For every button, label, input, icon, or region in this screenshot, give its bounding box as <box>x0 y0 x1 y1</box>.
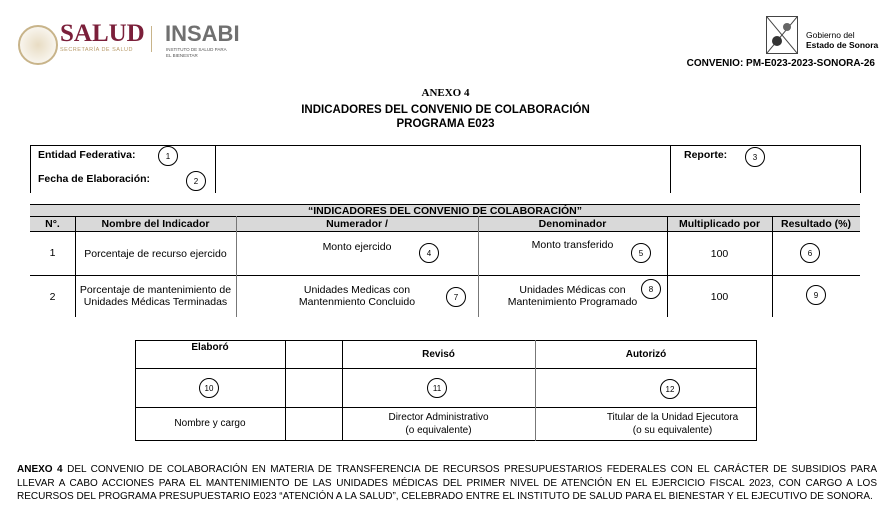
col-header-nombre: Nombre del Indicador <box>101 218 210 230</box>
marker-1: 1 <box>158 146 178 166</box>
marker-10: 10 <box>199 378 219 398</box>
logo-divider <box>151 26 152 52</box>
salud-subtitle: SECRETARÍA DE SALUD <box>60 47 133 53</box>
convenio-number: CONVENIO: PM-E023-2023-SONORA-26 <box>686 58 875 69</box>
entidad-label: Entidad Federativa: <box>38 149 136 161</box>
marker-6: 6 <box>800 243 820 263</box>
marker-4: 4 <box>419 243 439 263</box>
sonora-seal-icon <box>766 16 798 54</box>
indicator-name: Porcentaje de mantenimiento de <box>79 284 232 296</box>
divider <box>670 145 671 193</box>
divider <box>30 216 860 217</box>
multiplier: 100 <box>710 248 729 260</box>
divider <box>535 340 536 441</box>
marker-7: 7 <box>446 287 466 307</box>
autorizo-role-2: (o su equivalente) <box>632 425 713 436</box>
anexo-title: ANEXO 4 <box>421 87 470 99</box>
col-header-denominador: Denominador <box>538 218 607 230</box>
footer-text: DEL CONVENIO DE COLABORACIÓN EN MATERIA … <box>17 464 877 502</box>
fecha-label: Fecha de Elaboración: <box>38 173 151 185</box>
divider <box>30 231 860 232</box>
reviso-role: Director Administrativo <box>388 412 489 423</box>
autorizo-role: Titular de la Unidad Ejecutora <box>606 412 739 423</box>
marker-5: 5 <box>631 243 651 263</box>
elaboro-header: Elaboró <box>191 342 229 353</box>
multiplier: 100 <box>710 291 729 303</box>
denominator: Monto transferido <box>531 239 614 251</box>
marker-8: 8 <box>641 279 661 299</box>
divider <box>30 145 31 193</box>
signatures-table <box>135 340 757 441</box>
footer-bold: ANEXO 4 <box>17 464 63 475</box>
divider <box>236 216 237 317</box>
mexico-seal-icon <box>18 25 58 65</box>
estado-label: Estado de Sonora <box>806 40 879 50</box>
reviso-role-2: (o equivalente) <box>405 425 472 436</box>
divider <box>135 368 757 369</box>
autorizo-header: Autorizó <box>625 349 667 360</box>
divider <box>215 145 216 193</box>
denominator-2: Mantenimiento Programado <box>507 296 638 308</box>
divider <box>30 204 860 205</box>
table-title-bar <box>30 204 860 231</box>
reviso-header: Revisó <box>422 349 455 360</box>
numerator: Monto ejercido <box>322 241 392 253</box>
program-title: PROGRAMA E023 <box>396 118 495 130</box>
divider <box>30 145 860 146</box>
indicator-name-2: Unidades Médicas Terminadas <box>83 296 228 308</box>
divider <box>30 275 860 276</box>
salud-logo: SALUD <box>60 20 145 47</box>
row-number: 2 <box>49 291 56 303</box>
col-header-no: N°. <box>45 218 60 230</box>
col-header-resultado: Resultado (%) <box>780 218 851 230</box>
reporte-label: Reporte: <box>684 149 728 161</box>
numerator: Unidades Medicas con <box>303 284 411 296</box>
divider <box>285 340 286 441</box>
main-title: INDICADORES DEL CONVENIO DE COLABORACIÓN <box>301 104 590 116</box>
marker-12: 12 <box>660 379 680 399</box>
insabi-subtitle: INSTITUTO DE SALUD PARA <box>166 47 227 52</box>
col-header-multiplicado: Multiplicado por <box>678 218 761 230</box>
insabi-logo: INSABI <box>165 21 240 46</box>
divider <box>667 216 668 317</box>
marker-2: 2 <box>186 171 206 191</box>
divider <box>478 216 479 317</box>
divider <box>772 216 773 317</box>
divider <box>342 340 343 441</box>
divider <box>860 145 861 193</box>
elaboro-role: Nombre y cargo <box>174 418 246 429</box>
divider <box>135 407 757 408</box>
marker-3: 3 <box>745 147 765 167</box>
row-number: 1 <box>49 247 56 259</box>
marker-9: 9 <box>806 285 826 305</box>
denominator: Unidades Médicas con <box>519 284 626 296</box>
indicator-name: Porcentaje de recurso ejercido <box>84 248 227 260</box>
gobierno-label: Gobierno del <box>806 30 855 40</box>
divider <box>75 216 76 317</box>
insabi-subtitle-2: EL BIENESTAR <box>166 53 198 58</box>
marker-11: 11 <box>427 378 447 398</box>
numerator-2: Mantenmiento Concluido <box>298 296 416 308</box>
col-header-numerador: Numerador / <box>326 218 388 230</box>
table-title: “INDICADORES DEL CONVENIO DE COLABORACIÓ… <box>308 205 582 217</box>
footer-paragraph: ANEXO 4 DEL CONVENIO DE COLABORACIÓN EN … <box>17 463 877 504</box>
